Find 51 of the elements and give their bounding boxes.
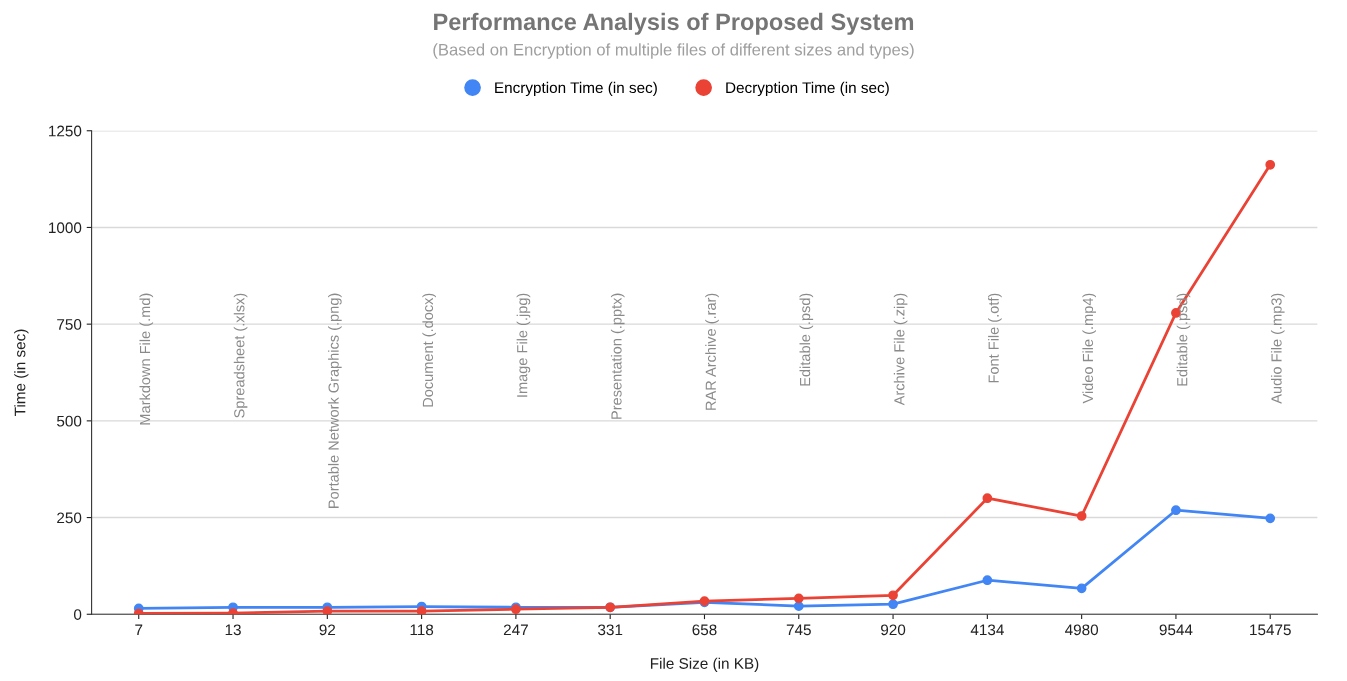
x-tick-label: 745 bbox=[786, 624, 811, 636]
annotation: Presentation (.pptx) bbox=[610, 293, 625, 419]
x-tick-label: 247 bbox=[503, 624, 528, 636]
x-tick-label: 658 bbox=[692, 624, 717, 636]
annotation: Portable Network Graphics (.png) bbox=[328, 293, 342, 508]
y-axis-title: Time (in sec) bbox=[14, 329, 29, 417]
x-tick-label: 15475 bbox=[1250, 624, 1291, 636]
annotation: Editable (.psd) bbox=[1176, 293, 1191, 386]
point bbox=[793, 593, 804, 604]
y-tick-label: 1250 bbox=[49, 125, 82, 137]
annotation: Video File (.mp4) bbox=[1082, 293, 1096, 404]
point bbox=[228, 608, 238, 615]
x-tick-label: 9544 bbox=[1159, 624, 1193, 636]
point bbox=[322, 606, 333, 615]
legend-label: Encryption Time (in sec) bbox=[495, 81, 657, 97]
annotation: Spreadsheet (.xlsx) bbox=[233, 293, 248, 418]
x-tick-label: 118 bbox=[410, 624, 434, 636]
chart-title: Performance Analysis of Proposed System bbox=[434, 12, 914, 35]
annotation: Image File (.jpg) bbox=[516, 293, 531, 397]
y-tick-label: 0 bbox=[73, 609, 82, 620]
annotation: Audio File (.mp3) bbox=[1270, 293, 1285, 404]
annotation: Font File (.otf) bbox=[988, 293, 1002, 383]
point bbox=[1265, 159, 1276, 170]
y-tick-label: 1000 bbox=[49, 222, 82, 234]
y-tick-label: 250 bbox=[57, 512, 82, 524]
annotation: Archive File (.zip) bbox=[893, 293, 908, 406]
x-tick-label: 4980 bbox=[1065, 624, 1099, 636]
x-tick-label: 13 bbox=[225, 624, 241, 636]
point bbox=[1265, 513, 1276, 524]
chart-subtitle: (Based on Encryption of multiple files of different sizes and types) bbox=[433, 43, 914, 59]
x-tick-label: 7 bbox=[135, 624, 143, 636]
annotation: Editable (.psd) bbox=[799, 293, 814, 386]
x-tick-label: 92 bbox=[319, 624, 336, 636]
annotation: Markdown File (.md) bbox=[139, 293, 154, 425]
annotation: RAR Archive (.rar) bbox=[705, 293, 719, 410]
point bbox=[1076, 583, 1087, 594]
x-tick-label: 920 bbox=[881, 624, 906, 636]
point bbox=[416, 606, 427, 615]
point bbox=[888, 590, 898, 601]
x-axis-title: File Size (in KB) bbox=[650, 657, 759, 672]
x-tick-label: 331 bbox=[598, 624, 623, 636]
point bbox=[1171, 505, 1181, 516]
point bbox=[982, 493, 993, 504]
y-tick-label: 500 bbox=[57, 415, 82, 427]
annotation: Document (.docx) bbox=[422, 293, 436, 407]
point bbox=[982, 575, 993, 586]
x-tick-label: 4134 bbox=[970, 624, 1004, 636]
legend-label: Decryption Time (in sec) bbox=[726, 81, 889, 97]
point bbox=[888, 599, 898, 610]
point bbox=[1076, 511, 1087, 521]
y-tick-label: 750 bbox=[57, 319, 82, 330]
